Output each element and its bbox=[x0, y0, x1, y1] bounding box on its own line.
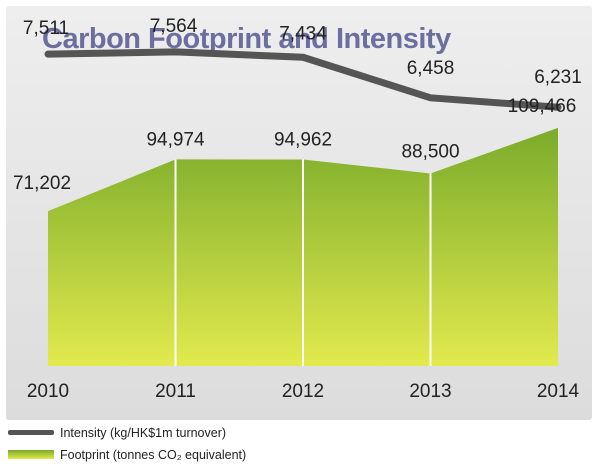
data-labels: 7,511 7,564 7,434 6,458 6,231 71,202 94,974 94,… bbox=[13, 16, 582, 194]
legend-swatch-intensity bbox=[8, 430, 54, 435]
legend: Intensity (kg/HK$1m turnover) Footprint … bbox=[8, 426, 246, 462]
footprint-area-layer bbox=[48, 127, 558, 366]
intensity-line bbox=[44, 48, 562, 111]
legend-swatch-footprint bbox=[8, 450, 54, 459]
footprint-value-label: 109,466 bbox=[508, 96, 577, 117]
x-tick-label: 2014 bbox=[537, 381, 580, 402]
intensity-value-label: 7,434 bbox=[279, 23, 327, 44]
legend-label-footprint: Footprint (tonnes CO₂ equivalent) bbox=[60, 448, 246, 462]
footprint-value-label: 94,974 bbox=[146, 129, 205, 150]
intensity-value-label: 7,564 bbox=[150, 16, 198, 37]
x-tick-label: 2010 bbox=[27, 381, 69, 402]
intensity-value-label: 6,458 bbox=[407, 58, 455, 79]
x-axis: 2010 2011 2012 2013 2014 bbox=[27, 381, 580, 402]
footprint-value-label: 94,962 bbox=[274, 129, 332, 150]
x-tick-label: 2011 bbox=[155, 381, 196, 402]
footprint-value-label: 71,202 bbox=[13, 173, 71, 194]
intensity-line-layer bbox=[44, 48, 562, 111]
x-tick-label: 2013 bbox=[409, 381, 451, 402]
intensity-value-label: 6,231 bbox=[534, 67, 582, 88]
x-tick-label: 2012 bbox=[282, 381, 324, 402]
footprint-value-label: 88,500 bbox=[401, 142, 459, 163]
intensity-value-label: 7,511 bbox=[23, 18, 69, 39]
legend-label-intensity: Intensity (kg/HK$1m turnover) bbox=[60, 426, 226, 440]
